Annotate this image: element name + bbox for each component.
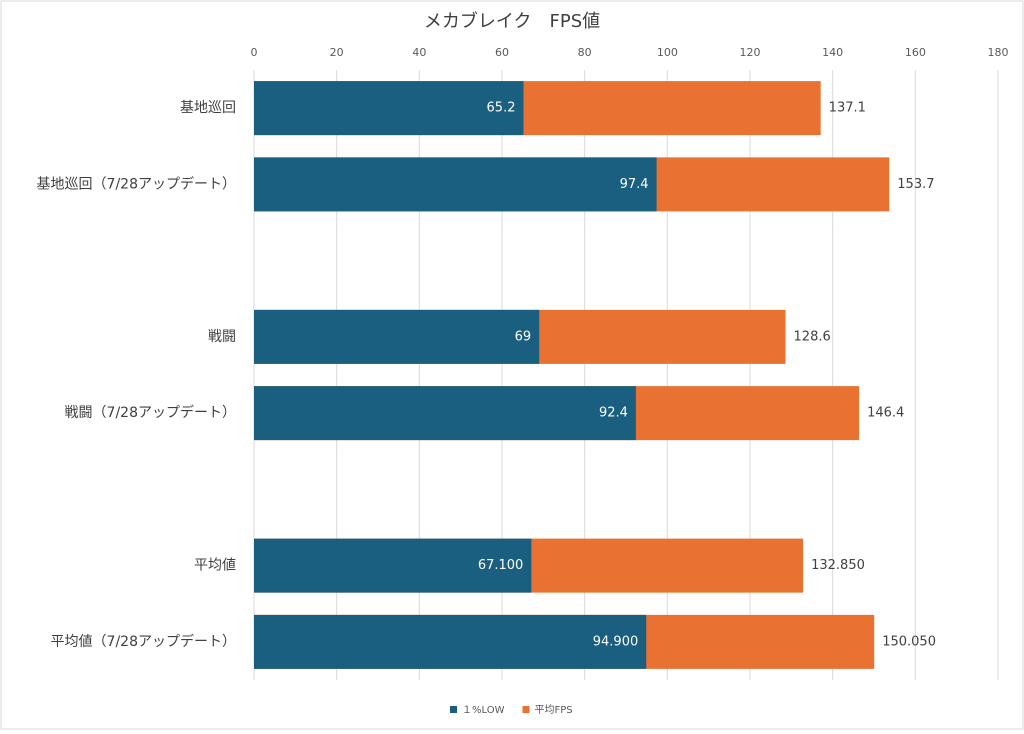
legend-label: １%LOW — [462, 705, 505, 716]
data-label: 65.2 — [487, 101, 516, 116]
bar — [254, 386, 636, 441]
data-label: 128.6 — [794, 329, 831, 344]
x-tick-label: 180 — [988, 46, 1009, 59]
data-label: 146.4 — [867, 406, 904, 421]
legend-swatch — [522, 706, 530, 713]
y-tick-label: 戦闘 — [208, 329, 236, 345]
data-label: 69 — [515, 329, 532, 344]
bar — [254, 309, 540, 364]
y-tick-label: 平均値 — [194, 558, 236, 574]
x-tick-label: 120 — [740, 46, 761, 59]
x-tick-label: 40 — [412, 46, 426, 59]
x-tick-label: 60 — [495, 46, 509, 59]
x-tick-label: 80 — [578, 46, 592, 59]
x-tick-label: 0 — [251, 46, 258, 59]
x-tick-label: 140 — [822, 46, 843, 59]
y-tick-label: 戦闘（7/28アップデート） — [65, 404, 236, 421]
data-label: 92.4 — [599, 406, 628, 421]
bar — [254, 538, 532, 593]
data-label: 132.850 — [811, 558, 865, 573]
legend-swatch — [450, 706, 457, 713]
data-label: 67.100 — [478, 558, 524, 573]
bar — [254, 81, 524, 136]
legend-label: 平均FPS — [534, 704, 572, 716]
bar — [254, 157, 657, 212]
bar — [254, 614, 647, 669]
y-tick-label: 平均値（7/28アップデート） — [51, 633, 236, 650]
data-label: 137.1 — [829, 101, 866, 116]
data-label: 94.900 — [593, 634, 639, 649]
y-tick-label: 基地巡回 — [180, 99, 236, 116]
data-label: 97.4 — [620, 177, 649, 192]
x-tick-label: 160 — [905, 46, 926, 59]
data-label: 150.050 — [882, 634, 936, 649]
data-label: 153.7 — [897, 177, 934, 192]
y-tick-label: 基地巡回（7/28アップデート） — [37, 175, 236, 192]
x-tick-label: 100 — [657, 46, 678, 59]
chart-title: メカブレイク FPS値 — [424, 10, 600, 32]
x-tick-label: 20 — [330, 46, 344, 59]
